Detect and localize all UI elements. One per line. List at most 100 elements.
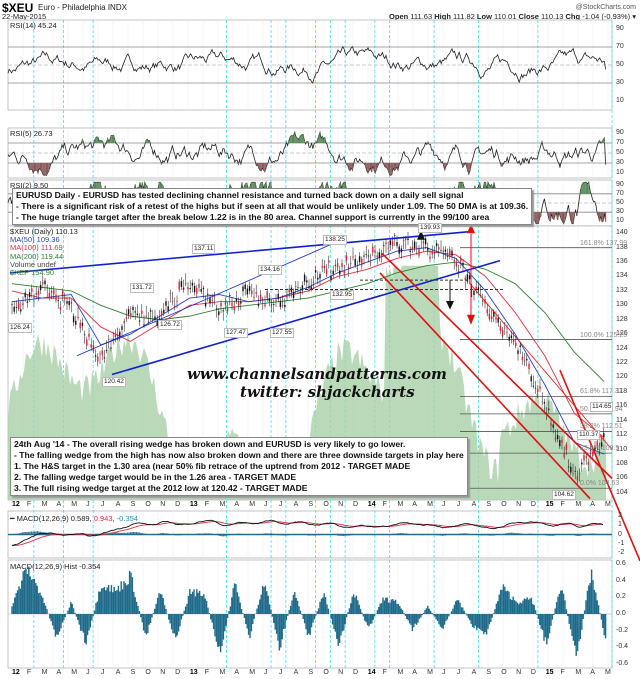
macd-label: ━ MACD(12,26,9) 0.589, 0.943, -0.354: [10, 514, 138, 523]
chart-date: 22-May-2015: [2, 12, 47, 21]
x-axis-month: O: [501, 501, 507, 508]
x-axis-month: N: [338, 669, 344, 676]
y-axis-tick: 90: [616, 129, 624, 136]
y-axis-tick: 10: [616, 97, 624, 104]
y-axis-tick: 0.2: [616, 593, 626, 601]
y-axis-tick: 140: [616, 229, 628, 237]
y-axis-tick: 70: [616, 189, 624, 197]
y-axis-tick: -2: [618, 549, 625, 557]
x-axis-month: A: [293, 669, 299, 676]
rsi14-label: RSI(14) 45.24: [10, 21, 57, 30]
x-axis-month: M: [427, 501, 433, 508]
price-tag: 114.65: [590, 402, 614, 413]
y-axis-tick: 132: [616, 286, 628, 294]
brand-label: @StockCharts.com: [575, 4, 636, 11]
x-axis-month: J: [86, 669, 90, 676]
x-axis-month: D: [352, 501, 359, 508]
x-axis-month: N: [516, 669, 522, 676]
y-axis-tick: 108: [616, 459, 628, 467]
annotation-line: 3. The full rising wedge target at the 2…: [14, 483, 308, 493]
annotation-line: 1. The H&S target in the 1.30 area (near…: [14, 461, 411, 471]
x-axis-month: J: [456, 501, 461, 508]
y-axis-tick: 30: [616, 79, 624, 86]
x-axis-month: D: [175, 501, 181, 508]
price-tag: 120.42: [102, 377, 126, 388]
price-tag: 137.11: [192, 243, 216, 254]
rsi2-label: RSI(2) 9.50: [10, 181, 49, 190]
y-axis-tick: 116: [616, 402, 628, 410]
y-axis-tick: 138: [616, 243, 628, 251]
x-axis-month: D: [530, 669, 536, 676]
fib-level-label: 0.0% 104.63: [580, 480, 620, 488]
annotation-bottom: 24th Aug '14 - The overall rising wedge …: [10, 437, 468, 496]
x-axis-month: M: [397, 669, 404, 676]
ohlc-summary: Open 111.63 High 111.82 Low 110.01 Close…: [389, 12, 636, 21]
y-axis-tick: 70: [616, 43, 624, 50]
y-axis-tick: 10: [616, 217, 624, 225]
x-axis-month: M: [41, 501, 48, 508]
price-tag: 139.93: [418, 223, 442, 234]
x-axis-month: O: [323, 669, 329, 676]
legend-ma200: MA(200) 119.44: [10, 251, 64, 261]
y-axis-tick: 106: [616, 474, 628, 482]
x-axis-month: F: [382, 669, 387, 676]
price-tag: 127.47: [224, 327, 248, 338]
x-axis-month: M: [249, 501, 256, 508]
x-axis-month: J: [86, 501, 90, 508]
x-axis-month: D: [175, 669, 181, 676]
y-axis-tick: 112: [616, 431, 628, 439]
x-axis-month: J: [264, 669, 268, 676]
price-tag: 132.95: [330, 289, 354, 300]
x-axis-month: M: [71, 501, 78, 508]
x-axis-month: O: [323, 501, 329, 508]
y-axis-tick: 120: [616, 373, 628, 381]
x-axis-month: M: [575, 669, 582, 676]
x-axis-month: M: [605, 501, 611, 508]
price-tag: 110.37: [577, 429, 601, 440]
x-axis-month: A: [471, 501, 477, 508]
x-axis-month: S: [486, 669, 492, 676]
fib-level-label: 100.0% 125.25: [580, 331, 628, 339]
x-axis-month: J: [441, 669, 446, 676]
y-axis-tick: 126: [616, 330, 628, 338]
x-axis-month: N: [160, 501, 166, 508]
x-axis-month: S: [308, 501, 314, 508]
x-axis-month: M: [41, 669, 48, 676]
x-axis-month: 13: [189, 501, 198, 508]
x-axis-month: A: [412, 501, 417, 508]
x-axis-month: M: [605, 669, 611, 676]
y-axis-tick: 0.0: [616, 610, 626, 617]
fib-level-label: 61.8% 117.37: [580, 388, 623, 396]
x-axis-month: 13: [189, 669, 198, 676]
y-axis-tick: 124: [616, 344, 628, 352]
y-axis-tick: -1: [618, 539, 625, 547]
y-axis-tick: 30: [616, 159, 624, 166]
price-tag: 126.24: [8, 322, 32, 333]
fib-level-label: 38.2% 112.51: [580, 423, 623, 431]
x-axis-month: M: [249, 669, 256, 676]
x-axis-month: J: [278, 501, 283, 508]
x-axis-month: M: [397, 501, 404, 508]
fib-level-label: 23.6% 109.5: [580, 445, 620, 453]
y-axis-tick: 110: [616, 445, 628, 453]
x-axis-month: A: [234, 669, 240, 676]
legend-xeu: $XEU (Daily) 110.13: [10, 227, 78, 236]
x-axis-month: A: [56, 669, 62, 676]
y-axis-tick: 0.6: [616, 560, 626, 568]
price-tag: 138.25: [323, 234, 347, 245]
price-tag: 127.55: [270, 327, 294, 338]
legend-volume: Volume undef: [10, 259, 56, 269]
symbol: $XEU: [2, 1, 34, 15]
x-axis-month: 14: [367, 501, 376, 508]
x-axis-month: A: [115, 501, 121, 508]
x-axis-month: O: [501, 669, 507, 676]
x-axis-month: D: [352, 669, 359, 676]
y-axis-tick: 134: [616, 272, 628, 280]
hist-label: MACD(12,26,9) Hist -0.354: [10, 562, 101, 571]
x-axis-month: S: [130, 669, 136, 676]
x-axis-month: A: [56, 501, 62, 508]
x-axis-month: S: [130, 501, 136, 508]
fib-level-label: 161.8% 137.99: [580, 239, 628, 247]
x-axis-month: F: [204, 501, 209, 508]
x-axis-month: F: [26, 501, 32, 508]
